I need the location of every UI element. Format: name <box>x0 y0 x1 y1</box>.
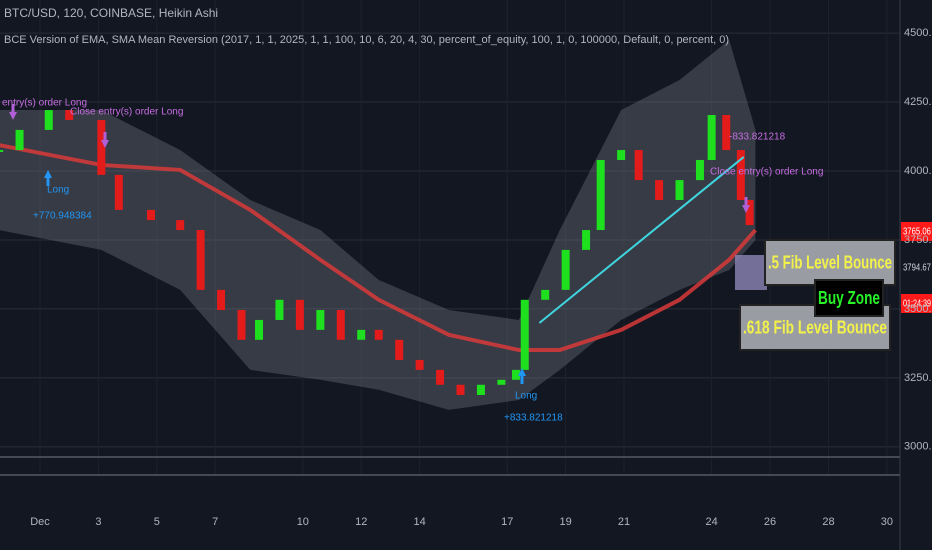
candle <box>561 249 570 290</box>
signal-label: -833.821218 <box>729 132 786 143</box>
candle <box>114 174 123 210</box>
zone-box <box>814 279 884 317</box>
signal-label: Close entry(s) order Long <box>710 167 823 178</box>
zone-label: .618 Fib Level Bounce <box>743 317 887 337</box>
y-tick-label: 4500.00 <box>904 27 932 39</box>
candle <box>736 150 745 200</box>
x-tick-label: 30 <box>881 516 893 528</box>
candle <box>675 180 684 200</box>
signal-arrow <box>9 104 17 120</box>
candle <box>336 310 345 340</box>
price-label-box <box>901 294 932 313</box>
price-label: 3765.06 <box>903 227 931 238</box>
signal-label: Close entry(s) order Long <box>70 107 183 118</box>
signal-arrow <box>101 132 109 148</box>
candle <box>456 384 465 395</box>
signal-label: entry(s) order Long <box>2 98 87 109</box>
signal-label: Long <box>47 185 69 196</box>
candle <box>97 119 106 175</box>
zone-label: .5 Fib Level Bounce <box>768 252 892 272</box>
x-tick-label: 14 <box>414 516 426 528</box>
moving-average <box>0 143 757 353</box>
candle <box>617 150 626 160</box>
x-tick-label: 7 <box>212 516 218 528</box>
price-label-box <box>901 222 932 241</box>
signal-arrow <box>518 368 526 384</box>
candle <box>596 159 605 231</box>
candle <box>476 384 485 395</box>
candle <box>146 209 155 221</box>
signal-label: +833.821218 <box>504 413 563 424</box>
x-tick-label: 5 <box>154 516 160 528</box>
candle <box>15 129 24 151</box>
chart-title: BTC/USD, 120, COINBASE, Heikin Ashi <box>4 6 218 20</box>
x-tick-label: 24 <box>706 516 718 528</box>
indicator-title: BCE Version of EMA, SMA Mean Reversion (… <box>4 34 729 46</box>
x-tick-label: 28 <box>822 516 834 528</box>
candle <box>497 379 506 385</box>
x-tick-label: 17 <box>501 516 513 528</box>
x-tick-label: 12 <box>355 516 367 528</box>
signal-arrow <box>742 197 750 213</box>
y-tick-label: 3000.00 <box>904 441 932 453</box>
y-tick-label: 3500.00 <box>904 303 932 315</box>
y-tick-label: 3250.00 <box>904 372 932 384</box>
zone-box <box>764 239 896 286</box>
candle <box>745 199 754 226</box>
signal-arrow <box>44 170 52 186</box>
signal-label: Long <box>515 391 537 402</box>
candle <box>511 369 520 380</box>
x-tick-label: 26 <box>764 516 776 528</box>
x-tick-label: 10 <box>297 516 309 528</box>
x-tick-label: Dec <box>30 516 50 528</box>
candle <box>65 110 74 120</box>
candle <box>316 310 325 330</box>
candle <box>722 115 731 151</box>
band-area <box>0 39 756 410</box>
price-label: 01:24:39 <box>903 299 931 310</box>
candle <box>237 310 246 340</box>
candle <box>217 289 226 311</box>
zone-box <box>735 255 767 290</box>
zone-label: Buy Zone <box>818 288 880 308</box>
candle <box>707 115 716 160</box>
y-tick-label: 4000.00 <box>904 165 932 177</box>
price-label: 3794.67 <box>903 263 931 274</box>
x-tick-label: 19 <box>560 516 572 528</box>
signal-label: +770.948384 <box>33 211 92 222</box>
candle <box>695 159 704 181</box>
candle <box>655 180 664 200</box>
candle <box>634 150 643 181</box>
price-label-box <box>901 258 932 277</box>
candle <box>255 319 264 340</box>
x-tick-label: 3 <box>95 516 101 528</box>
candle <box>295 299 304 330</box>
candle <box>357 329 366 340</box>
candle <box>436 369 445 385</box>
candle <box>520 299 529 370</box>
candle <box>0 150 4 153</box>
candle <box>374 329 383 340</box>
y-tick-label: 4250.00 <box>904 96 932 108</box>
candle <box>582 230 591 250</box>
plot <box>0 39 757 410</box>
candle <box>541 289 550 300</box>
y-tick-label: 3750.00 <box>904 234 932 246</box>
x-tick-label: 21 <box>618 516 630 528</box>
candle <box>415 359 424 370</box>
trendline <box>538 156 745 324</box>
candle <box>196 230 205 290</box>
candle <box>395 339 404 360</box>
candle <box>176 220 185 231</box>
grid <box>0 0 900 475</box>
candle <box>275 299 284 320</box>
candle <box>44 110 53 130</box>
